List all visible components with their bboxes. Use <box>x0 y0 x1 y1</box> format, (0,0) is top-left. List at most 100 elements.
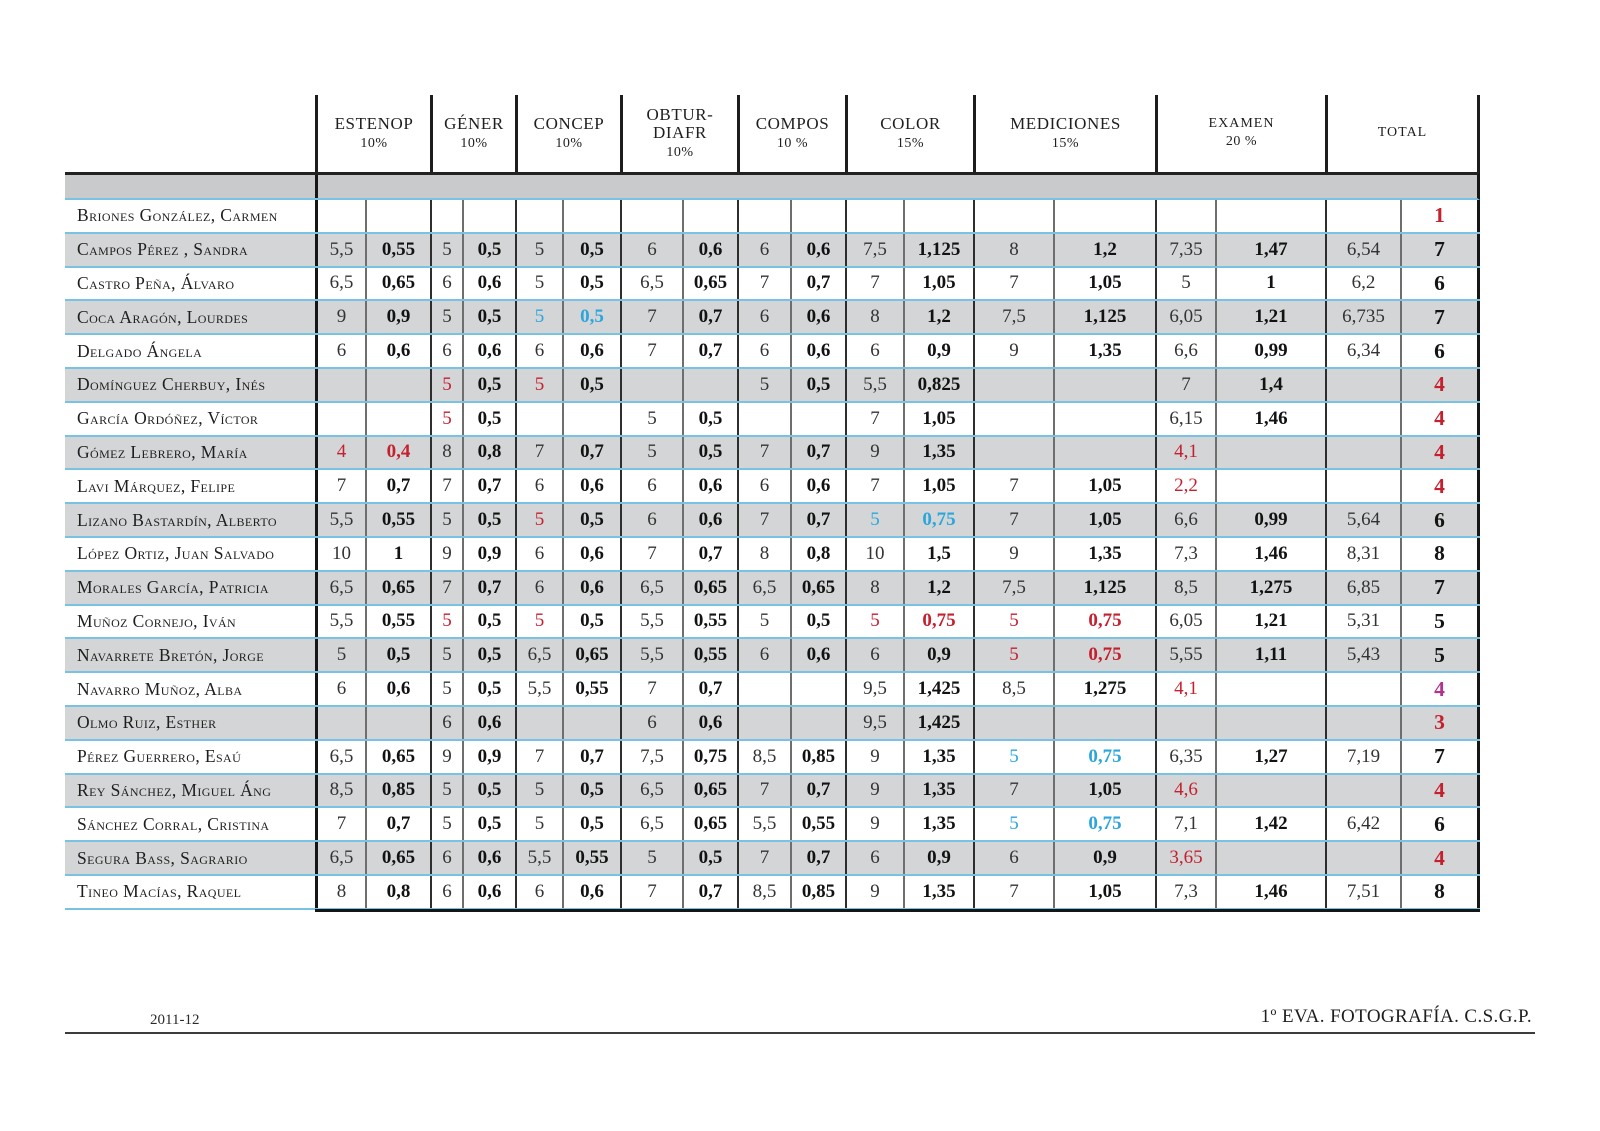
raw-grade-cell: 6 <box>620 470 682 503</box>
weighted-grade-cell: 0,9 <box>903 335 973 367</box>
weighted-grade-cell: 0,4 <box>365 436 430 469</box>
weighted-grade-cell: 0,9 <box>903 842 973 874</box>
column-label: COLOR <box>880 114 941 134</box>
weighted-grade-cell: 1,125 <box>1053 301 1155 334</box>
student-row: Gómez Lebrero, María 4 0,4 8 0,8 7 0,7 5 0,5 7 0,7… <box>65 436 1480 471</box>
weighted-grade-cell: 0,9 <box>365 301 430 334</box>
raw-grade-cell: 5 <box>620 842 682 874</box>
weighted-grade-cell: 1,42 <box>1215 808 1325 841</box>
student-name: Pérez Guerrero, Esaú <box>77 746 242 767</box>
weighted-grade-cell: 0,6 <box>562 470 620 503</box>
total-value: 7,19 <box>1325 740 1400 773</box>
raw-grade-cell: 6 <box>515 335 562 367</box>
weighted-grade-cell: 0,5 <box>462 301 515 334</box>
weighted-grade-cell: 0,6 <box>682 470 737 503</box>
table-header-row: ESTENOP 10% GÉNER 10% CONCEP 10% OBTUR- DIAFR 10… <box>65 95 1480 172</box>
total-value <box>1325 673 1400 705</box>
raw-grade-cell: 6,5 <box>737 571 790 604</box>
weighted-grade-cell: 0,65 <box>562 639 620 672</box>
raw-grade-cell: 7 <box>973 774 1053 807</box>
total-value <box>1325 706 1400 739</box>
raw-grade-cell: 6,05 <box>1155 605 1215 638</box>
raw-grade-cell: 7 <box>737 267 790 300</box>
raw-grade-cell: 5 <box>430 368 462 401</box>
total-value: 6,54 <box>1325 233 1400 266</box>
raw-grade-cell: 7,3 <box>1155 537 1215 570</box>
raw-grade-cell: 7 <box>1155 368 1215 401</box>
weighted-grade-cell: 0,7 <box>790 842 845 874</box>
raw-grade-cell: 5 <box>973 605 1053 638</box>
weighted-grade-cell: 0,6 <box>562 335 620 367</box>
table-bottom-border <box>315 908 1480 912</box>
weighted-grade-cell: 0,5 <box>790 368 845 401</box>
student-row: Campos Pérez , Sandra 5,5 0,55 5 0,5 5 0,5 6 0,6… <box>65 233 1480 268</box>
raw-grade-cell <box>973 436 1053 469</box>
final-grade: 1 <box>1400 200 1480 232</box>
raw-grade-cell: 6 <box>737 233 790 266</box>
weighted-grade-cell: 0,7 <box>682 875 737 908</box>
raw-grade-cell: 7,5 <box>845 233 903 266</box>
total-value: 5,64 <box>1325 504 1400 536</box>
weighted-grade-cell: 0,7 <box>365 808 430 841</box>
weighted-grade-cell: 0,5 <box>682 436 737 469</box>
weighted-grade-cell: 1,275 <box>1215 571 1325 604</box>
raw-grade-cell: 6 <box>845 842 903 874</box>
weighted-grade-cell: 0,9 <box>1053 842 1155 874</box>
raw-grade-cell: 6 <box>737 470 790 503</box>
raw-grade-cell <box>973 368 1053 401</box>
weighted-grade-cell: 0,7 <box>790 436 845 469</box>
raw-grade-cell: 5 <box>620 402 682 435</box>
weighted-grade-cell: 0,5 <box>562 368 620 401</box>
raw-grade-cell: 8,5 <box>1155 571 1215 604</box>
column-weight: 15% <box>1051 135 1080 151</box>
final-grade: 4 <box>1400 436 1480 469</box>
final-grade: 4 <box>1400 774 1480 807</box>
final-grade: 4 <box>1400 842 1480 874</box>
raw-grade-cell: 7 <box>315 470 365 503</box>
raw-grade-cell: 6,5 <box>620 267 682 300</box>
weighted-grade-cell: 0,65 <box>682 571 737 604</box>
weighted-grade-cell: 0,5 <box>462 774 515 807</box>
raw-grade-cell: 8,5 <box>737 875 790 908</box>
raw-grade-cell: 6 <box>430 706 462 739</box>
column-header-mediciones: MEDICIONES 15% <box>973 95 1155 172</box>
weighted-grade-cell: 0,65 <box>365 842 430 874</box>
weighted-grade-cell: 0,7 <box>365 470 430 503</box>
raw-grade-cell <box>515 402 562 435</box>
weighted-grade-cell: 1,11 <box>1215 639 1325 672</box>
student-row: Domínguez Cherbuy, Inés 5 0,5 5 0,5 5 0,5 5,5 0,… <box>65 368 1480 403</box>
weighted-grade-cell: 0,65 <box>365 740 430 773</box>
raw-grade-cell: 6,5 <box>515 639 562 672</box>
column-weight: 15% <box>896 135 925 151</box>
student-name: Coca Aragón, Lourdes <box>77 306 249 327</box>
weighted-grade-cell: 0,6 <box>462 842 515 874</box>
weighted-grade-cell: 0,6 <box>790 639 845 672</box>
weighted-grade-cell: 0,5 <box>462 504 515 536</box>
raw-grade-cell: 6,5 <box>620 571 682 604</box>
weighted-grade-cell: 1,425 <box>903 673 973 705</box>
weighted-grade-cell: 0,55 <box>562 842 620 874</box>
total-value: 5,31 <box>1325 605 1400 638</box>
weighted-grade-cell <box>790 200 845 232</box>
student-row: Tineo Macías, Raquel 8 0,8 6 0,6 6 0,6 7 0,7 8,5 0… <box>65 875 1480 910</box>
weighted-grade-cell: 0,85 <box>365 774 430 807</box>
weighted-grade-cell: 0,5 <box>562 301 620 334</box>
weighted-grade-cell: 0,99 <box>1215 335 1325 367</box>
final-grade: 7 <box>1400 740 1480 773</box>
weighted-grade-cell: 0,6 <box>365 335 430 367</box>
column-header-examen: EXAMEN 20 % <box>1155 95 1325 172</box>
raw-grade-cell: 7,5 <box>973 571 1053 604</box>
weighted-grade-cell: 0,75 <box>903 605 973 638</box>
raw-grade-cell: 7 <box>737 774 790 807</box>
raw-grade-cell <box>620 200 682 232</box>
final-grade: 3 <box>1400 706 1480 739</box>
raw-grade-cell: 5 <box>430 233 462 266</box>
student-row: Segura Bass, Sagrario 6,5 0,65 6 0,6 5,5 0,55 5… <box>65 842 1480 876</box>
weighted-grade-cell <box>790 402 845 435</box>
column-header-estenop: ESTENOP 10% <box>315 95 430 172</box>
column-label: MEDICIONES <box>1010 114 1121 134</box>
column-header-gener: GÉNER 10% <box>430 95 515 172</box>
raw-grade-cell: 6,15 <box>1155 402 1215 435</box>
weighted-grade-cell <box>682 200 737 232</box>
